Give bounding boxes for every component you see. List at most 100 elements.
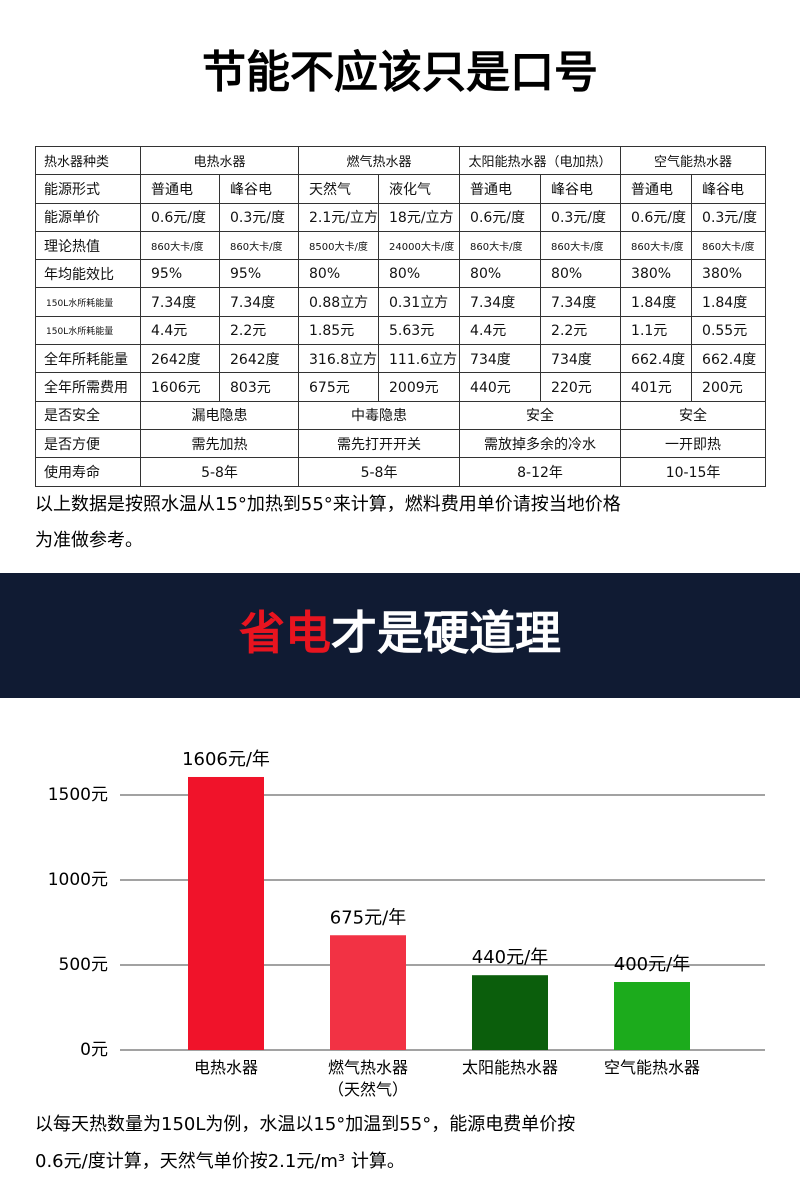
row-label: 热水器种类 — [35, 145, 141, 176]
row-label: 使用寿命 — [35, 457, 141, 487]
table-cell: 燃气热水器 — [298, 145, 461, 176]
table-cell: 380% — [620, 259, 693, 289]
table-row: 年均能效比 95% 95% 80% 80% 80% 80% 380% 380% — [35, 259, 767, 289]
y-tick-label: 500元 — [59, 955, 108, 975]
table-cell: 7.34度 — [140, 287, 220, 317]
table-row: 能源单价 0.6元/度 0.3元/度 2.1元/立方 18元/立方 0.6元/度 0.3元/… — [35, 202, 767, 232]
value-label: 400元/年 — [614, 954, 690, 975]
banner-rest: 才是硬道理 — [331, 606, 561, 660]
row-label: 能源形式 — [35, 174, 141, 204]
row-label: 理论热值 — [35, 230, 141, 261]
table-cell: 2.2元 — [540, 315, 622, 346]
table-cell: 需放掉多余的冷水 — [459, 428, 622, 459]
x-tick-label: 燃气热水器 （天然气） — [328, 1058, 408, 1099]
table-cell: 80% — [459, 259, 542, 289]
table-cell: 95% — [140, 259, 220, 289]
table-cell: 峰谷电 — [218, 174, 300, 204]
table-cell: 0.6元/度 — [620, 202, 693, 232]
table-row: 能源形式 普通电 峰谷电 天然气 液化气 普通电 峰谷电 普通电 峰谷电 — [35, 174, 767, 204]
table-cell: 0.3元/度 — [218, 202, 300, 232]
table-cell: 860大卡/度 — [691, 230, 767, 261]
table-cell: 需先打开开关 — [298, 428, 461, 459]
table-cell: 0.3元/度 — [540, 202, 622, 232]
bar — [188, 776, 264, 1050]
table-cell: 1.1元 — [620, 315, 693, 346]
table-cell: 2.1元/立方 — [298, 202, 380, 232]
table-cell: 0.55元 — [691, 315, 767, 346]
table-row: 150L水所耗能量 4.4元 2.2元 1.85元 5.63元 4.4元 2.2元 1.1元 0… — [35, 315, 767, 346]
table-cell: 0.6元/度 — [459, 202, 542, 232]
table-cell: 734度 — [540, 344, 622, 374]
table-cell: 太阳能热水器（电加热） — [459, 145, 622, 176]
table-cell: 4.4元 — [459, 315, 542, 346]
banner-text: 省电才是硬道理 — [239, 606, 561, 660]
value-label: 1606元/年 — [182, 749, 270, 770]
table-cell: 5-8年 — [139, 457, 300, 487]
table-cell: 316.8立方 — [298, 344, 380, 374]
table-cell: 7.34度 — [218, 287, 300, 317]
table-cell: 380% — [691, 259, 767, 289]
table-cell: 5-8年 — [298, 457, 461, 487]
table-cell: 电热水器 — [139, 145, 300, 176]
table-cell: 10-15年 — [620, 457, 767, 487]
table-cell: 中毒隐患 — [298, 400, 461, 430]
table-cell: 5.63元 — [378, 315, 461, 346]
table-cell: 1.85元 — [298, 315, 380, 346]
bar — [614, 982, 690, 1050]
table-cell: 95% — [218, 259, 300, 289]
table-cell: 8-12年 — [459, 457, 622, 487]
table-cell: 675元 — [298, 372, 380, 402]
table-cell: 24000大卡/度 — [378, 230, 461, 261]
footnote: 以每天热数量为150L为例，水温以15°加温到55°，能源电费单价按 — [35, 1114, 575, 1135]
table-cell: 8500大卡/度 — [298, 230, 380, 261]
table-cell: 662.4度 — [620, 344, 693, 374]
table-cell: 860大卡/度 — [218, 230, 300, 261]
bar — [472, 975, 548, 1050]
table-row: 理论热值 860大卡/度 860大卡/度 8500大卡/度 24000大卡/度 860大卡… — [35, 230, 767, 261]
table-cell: 0.6元/度 — [140, 202, 220, 232]
table-cell: 860大卡/度 — [540, 230, 622, 261]
table-cell: 0.3元/度 — [691, 202, 767, 232]
banner-highlight: 省电 — [239, 606, 331, 660]
table-note: 为准做参考。 — [35, 530, 143, 551]
table-cell: 860大卡/度 — [140, 230, 220, 261]
table-cell: 漏电隐患 — [139, 400, 300, 430]
table-cell: 220元 — [540, 372, 622, 402]
row-label: 全年所耗能量 — [35, 344, 141, 374]
y-tick-label: 1000元 — [48, 870, 108, 890]
table-cell: 0.88立方 — [298, 287, 380, 317]
row-label: 年均能效比 — [35, 259, 141, 289]
table-cell: 一开即热 — [620, 428, 767, 459]
table-cell: 200元 — [691, 372, 767, 402]
table-cell: 734度 — [459, 344, 542, 374]
table-row: 使用寿命 5-8年 5-8年 8-12年 10-15年 — [35, 457, 767, 487]
table-cell: 111.6立方 — [378, 344, 461, 374]
footnote: 0.6元/度计算，天然气单价按2.1元/m³ 计算。 — [35, 1151, 405, 1172]
x-tick-line: 电热水器 — [194, 1058, 258, 1077]
x-tick-line: 太阳能热水器 — [462, 1058, 558, 1077]
row-label: 150L水所耗能量 — [35, 315, 141, 346]
table-row: 是否方便 需先加热 需先打开开关 需放掉多余的冷水 一开即热 — [35, 428, 767, 459]
table-cell: 1.84度 — [691, 287, 767, 317]
table-row: 是否安全 漏电隐患 中毒隐患 安全 安全 — [35, 400, 767, 430]
table-cell: 普通电 — [140, 174, 220, 204]
table-cell: 天然气 — [298, 174, 380, 204]
x-tick-line: （天然气） — [328, 1080, 408, 1099]
table-cell: 860大卡/度 — [459, 230, 542, 261]
table-cell: 2642度 — [218, 344, 300, 374]
row-label: 是否安全 — [35, 400, 141, 430]
table-cell: 803元 — [218, 372, 300, 402]
x-tick-label: 空气能热水器 — [604, 1058, 700, 1077]
table-cell: 7.34度 — [459, 287, 542, 317]
table-cell: 860大卡/度 — [620, 230, 693, 261]
table-cell: 液化气 — [378, 174, 461, 204]
table-row: 全年所需费用 1606元 803元 675元 2009元 440元 220元 401元 200元 — [35, 372, 767, 402]
table-cell: 401元 — [620, 372, 693, 402]
table-cell: 普通电 — [459, 174, 542, 204]
page-title: 节能不应该只是口号 — [202, 47, 598, 98]
table-cell: 空气能热水器 — [620, 145, 767, 176]
value-label: 440元/年 — [472, 947, 548, 968]
table-note: 以上数据是按照水温从15°加热到55°来计算，燃料费用单价请按当地价格 — [35, 494, 621, 515]
